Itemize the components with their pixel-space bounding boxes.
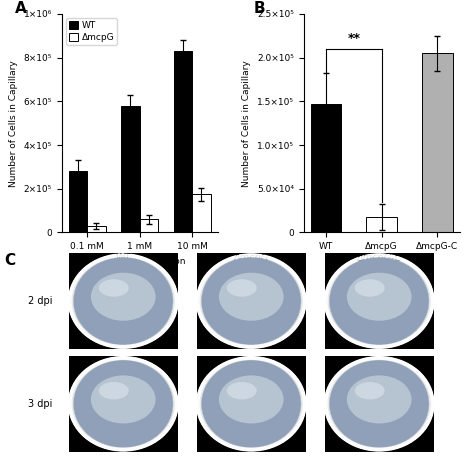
- Ellipse shape: [325, 254, 434, 348]
- Text: WT: WT: [116, 253, 131, 263]
- Ellipse shape: [355, 279, 385, 297]
- FancyBboxPatch shape: [325, 356, 434, 452]
- Ellipse shape: [197, 357, 306, 451]
- Legend: WT, ΔmcpG: WT, ΔmcpG: [66, 19, 117, 45]
- Ellipse shape: [69, 357, 178, 451]
- Text: C: C: [5, 253, 16, 268]
- Y-axis label: Number of Cells in Capillary: Number of Cells in Capillary: [9, 60, 18, 186]
- Bar: [87, 226, 106, 232]
- Bar: [69, 171, 87, 232]
- Ellipse shape: [197, 254, 306, 348]
- FancyBboxPatch shape: [69, 253, 178, 349]
- Ellipse shape: [325, 357, 434, 451]
- Bar: [121, 106, 140, 232]
- Bar: [174, 51, 192, 232]
- X-axis label: GABA Concentration: GABA Concentration: [93, 257, 186, 266]
- Bar: [311, 104, 341, 232]
- Ellipse shape: [347, 272, 411, 321]
- Bar: [422, 53, 453, 232]
- Ellipse shape: [355, 382, 385, 399]
- Text: B: B: [254, 1, 265, 16]
- Bar: [366, 217, 397, 232]
- FancyBboxPatch shape: [197, 253, 306, 349]
- Text: **: **: [347, 33, 360, 46]
- Ellipse shape: [91, 375, 155, 424]
- Ellipse shape: [73, 360, 173, 447]
- FancyBboxPatch shape: [69, 356, 178, 452]
- Ellipse shape: [69, 254, 178, 348]
- Ellipse shape: [347, 375, 411, 424]
- Y-axis label: Number of Cells in Capillary: Number of Cells in Capillary: [242, 60, 251, 186]
- FancyBboxPatch shape: [197, 356, 306, 452]
- Bar: [192, 194, 210, 232]
- Ellipse shape: [227, 279, 257, 297]
- Ellipse shape: [219, 375, 283, 424]
- Ellipse shape: [201, 257, 301, 345]
- Ellipse shape: [99, 382, 128, 399]
- Ellipse shape: [73, 257, 173, 345]
- Text: A: A: [15, 1, 27, 16]
- Ellipse shape: [201, 360, 301, 447]
- FancyBboxPatch shape: [325, 253, 434, 349]
- Ellipse shape: [227, 382, 257, 399]
- Text: ΔmcpG-C: ΔmcpG-C: [356, 253, 402, 263]
- Text: 2 dpi: 2 dpi: [28, 296, 53, 306]
- Ellipse shape: [329, 257, 429, 345]
- Text: 3 dpi: 3 dpi: [28, 399, 53, 409]
- Ellipse shape: [99, 279, 128, 297]
- Text: ΔmcpG: ΔmcpG: [234, 253, 269, 263]
- Ellipse shape: [219, 272, 283, 321]
- Bar: [140, 219, 158, 232]
- Ellipse shape: [329, 360, 429, 447]
- Ellipse shape: [91, 272, 155, 321]
